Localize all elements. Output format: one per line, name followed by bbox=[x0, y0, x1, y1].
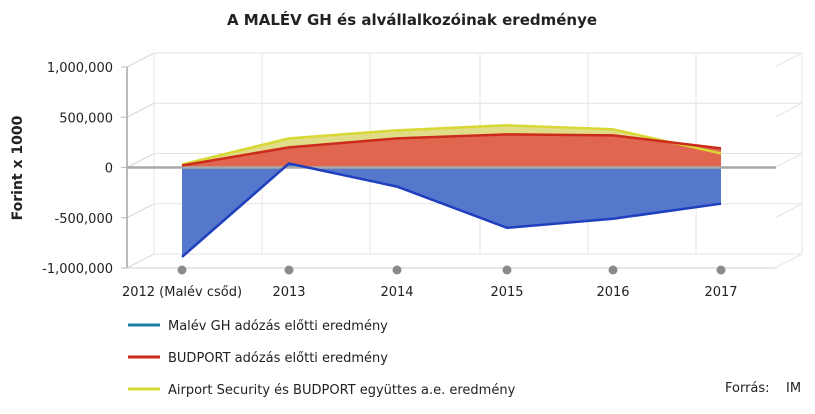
grid-line-side-right bbox=[774, 203, 803, 219]
series-line-1 bbox=[181, 162, 722, 258]
grid-line-side bbox=[126, 203, 155, 219]
x-category-marker bbox=[392, 265, 402, 275]
series-line-3 bbox=[181, 124, 722, 166]
series-area-2 bbox=[182, 134, 721, 168]
y-tick-label: 0 bbox=[105, 162, 113, 177]
y-tick-label: 1,000,000 bbox=[47, 61, 113, 76]
grid-line-side bbox=[126, 102, 155, 118]
grid-line-side bbox=[126, 253, 155, 269]
source-label: Forrás: bbox=[725, 381, 770, 396]
axes bbox=[121, 66, 776, 269]
grid-line-side bbox=[126, 52, 155, 68]
series-line-2 bbox=[181, 133, 722, 167]
tick-labels: -1,000,000 -500,000 0 500,000 1,000,000 2012 … bbox=[42, 61, 737, 300]
x-category-marker bbox=[608, 265, 618, 275]
legend-label-3: Airport Security és BUDPORT együttes a.e… bbox=[168, 383, 516, 398]
grid-line-side-right bbox=[774, 253, 803, 269]
y-axis-label: Forint x 1000 bbox=[10, 115, 26, 220]
x-tick-label: 2013 bbox=[272, 285, 305, 300]
x-tick-label: 2014 bbox=[380, 285, 413, 300]
x-category-marker bbox=[502, 265, 512, 275]
legend: Malév GH adózás előtti eredmény BUDPORT a… bbox=[128, 319, 516, 398]
grid-line-side-right bbox=[774, 102, 803, 118]
x-category-marker bbox=[716, 265, 726, 275]
y-tick-label: 500,000 bbox=[59, 111, 113, 126]
x-category-marker bbox=[177, 265, 187, 275]
chart-title: A MALÉV GH és alvállalkozóinak eredménye bbox=[227, 10, 597, 29]
legend-label-2: BUDPORT adózás előtti eredmény bbox=[168, 351, 388, 366]
x-tick-label: 2015 bbox=[490, 285, 523, 300]
source-value: IM bbox=[786, 381, 801, 396]
grid-line-side-right bbox=[774, 153, 803, 168]
x-category-marker bbox=[284, 265, 294, 275]
grid-line-side bbox=[126, 153, 155, 168]
x-tick-label: 2016 bbox=[596, 285, 629, 300]
legend-label-1: Malév GH adózás előtti eredmény bbox=[168, 319, 388, 334]
x-tick-label: 2017 bbox=[704, 285, 737, 300]
series-lines bbox=[181, 124, 722, 258]
y-tick-label: -500,000 bbox=[55, 212, 113, 227]
grid-line-side-right bbox=[774, 52, 803, 68]
series-area-1 bbox=[182, 163, 721, 257]
y-tick-label: -1,000,000 bbox=[42, 262, 113, 277]
x-tick-label: 2012 (Malév csőd) bbox=[122, 285, 242, 300]
